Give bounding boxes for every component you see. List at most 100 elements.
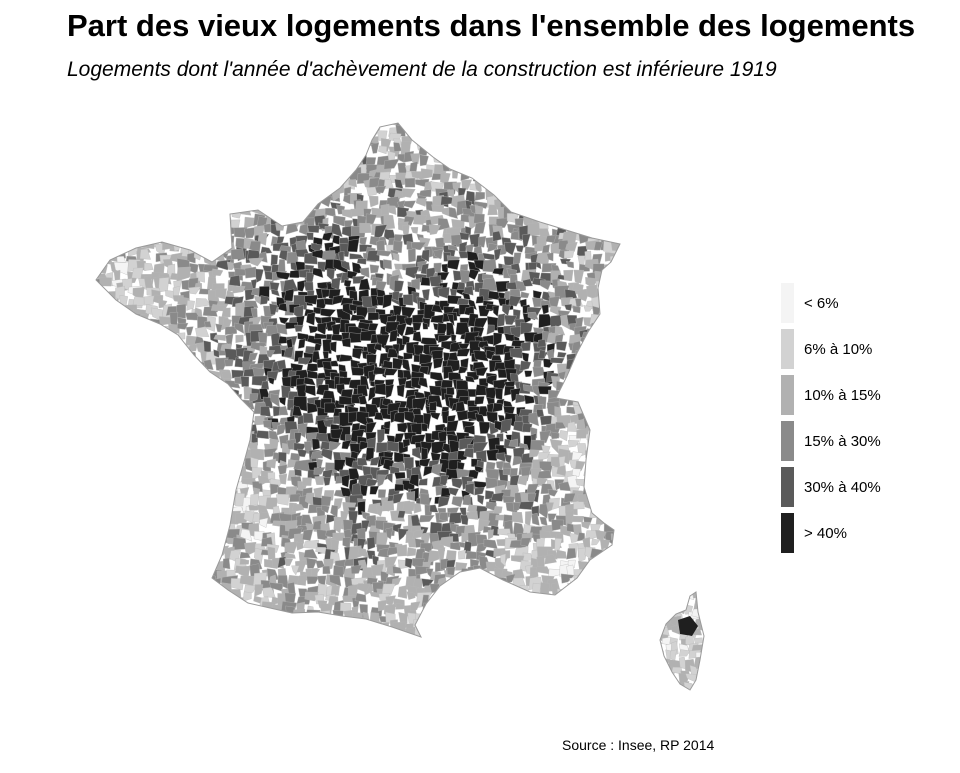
map-area bbox=[96, 438, 98, 448]
map-area bbox=[358, 395, 368, 405]
map-area bbox=[304, 385, 316, 397]
map-area bbox=[100, 172, 113, 185]
map-area bbox=[577, 386, 586, 401]
map-area bbox=[217, 635, 233, 637]
map-area bbox=[152, 337, 167, 349]
map-area bbox=[610, 533, 619, 542]
map-area bbox=[527, 190, 538, 204]
map-area bbox=[231, 200, 242, 208]
map-area bbox=[96, 214, 102, 225]
map-area bbox=[214, 123, 224, 130]
map-area bbox=[198, 630, 214, 637]
map-area bbox=[623, 559, 632, 568]
map-area bbox=[502, 495, 516, 504]
map-area bbox=[669, 649, 677, 661]
map-area bbox=[267, 193, 278, 206]
map-area bbox=[185, 335, 197, 346]
map-area bbox=[98, 570, 107, 579]
map-area bbox=[403, 200, 417, 209]
map-area bbox=[183, 504, 199, 517]
map-area bbox=[122, 461, 135, 470]
map-area bbox=[392, 252, 400, 262]
map-area bbox=[101, 581, 110, 597]
map-area bbox=[225, 145, 234, 156]
map-area bbox=[120, 591, 129, 605]
map-area bbox=[277, 464, 288, 475]
map-area bbox=[169, 440, 177, 453]
map-area bbox=[348, 332, 363, 343]
map-area bbox=[248, 257, 264, 267]
map-area bbox=[104, 123, 119, 133]
map-area bbox=[104, 521, 114, 534]
map-area bbox=[141, 570, 151, 583]
map-area bbox=[532, 595, 541, 607]
map-area bbox=[153, 403, 166, 419]
map-area bbox=[500, 630, 511, 637]
map-area bbox=[150, 227, 162, 241]
map-area bbox=[143, 440, 154, 452]
map-area bbox=[190, 602, 200, 617]
map-area bbox=[420, 615, 431, 624]
legend-item: 6% à 10% bbox=[781, 328, 941, 374]
map-area bbox=[206, 635, 220, 637]
map-area bbox=[145, 215, 155, 225]
map-area bbox=[183, 642, 196, 652]
map-area bbox=[206, 151, 215, 168]
map-area bbox=[418, 145, 429, 156]
map-area bbox=[143, 179, 153, 189]
map-area bbox=[485, 143, 498, 154]
map-area bbox=[144, 321, 156, 332]
map-area bbox=[602, 358, 609, 367]
map-area bbox=[162, 470, 177, 482]
map-area bbox=[212, 389, 223, 403]
map-area bbox=[510, 230, 520, 241]
map-area bbox=[439, 143, 452, 157]
map-area bbox=[214, 432, 228, 443]
map-area bbox=[199, 194, 211, 208]
map-area bbox=[149, 414, 161, 427]
map-area bbox=[618, 256, 620, 266]
map-area bbox=[624, 114, 632, 130]
map-area bbox=[463, 448, 474, 459]
map-area bbox=[288, 628, 297, 637]
map-area bbox=[591, 431, 600, 445]
map-area bbox=[106, 123, 121, 128]
map-area bbox=[205, 480, 213, 491]
map-area bbox=[224, 628, 232, 636]
map-area bbox=[303, 630, 318, 637]
map-area bbox=[151, 513, 159, 523]
map-area bbox=[215, 162, 228, 175]
map-area bbox=[206, 462, 219, 472]
map-area bbox=[138, 387, 149, 401]
map-area bbox=[118, 222, 127, 233]
map-area bbox=[536, 470, 552, 480]
map-area bbox=[160, 585, 172, 598]
map-area bbox=[440, 150, 453, 158]
map-area bbox=[248, 146, 263, 157]
map-area bbox=[96, 456, 106, 472]
map-area bbox=[599, 478, 609, 496]
map-area bbox=[566, 132, 579, 149]
map-area bbox=[215, 439, 223, 450]
map-area bbox=[259, 126, 269, 139]
map-area bbox=[309, 125, 322, 135]
legend-item: 30% à 40% bbox=[781, 466, 941, 512]
map-area bbox=[217, 459, 226, 473]
map-area bbox=[503, 615, 511, 624]
map-area bbox=[188, 456, 201, 464]
map-area bbox=[126, 484, 135, 500]
map-area bbox=[134, 545, 148, 560]
map-area bbox=[107, 439, 117, 451]
map-area bbox=[453, 596, 468, 608]
map-area bbox=[307, 225, 320, 233]
map-area bbox=[595, 207, 607, 223]
map-area bbox=[429, 401, 437, 411]
map-area bbox=[159, 560, 173, 578]
map-area bbox=[111, 612, 122, 629]
map-area bbox=[221, 619, 230, 633]
map-area bbox=[601, 174, 614, 184]
map-area bbox=[577, 183, 588, 192]
map-area bbox=[146, 633, 161, 637]
map-area bbox=[114, 208, 125, 221]
map-area bbox=[506, 123, 518, 126]
